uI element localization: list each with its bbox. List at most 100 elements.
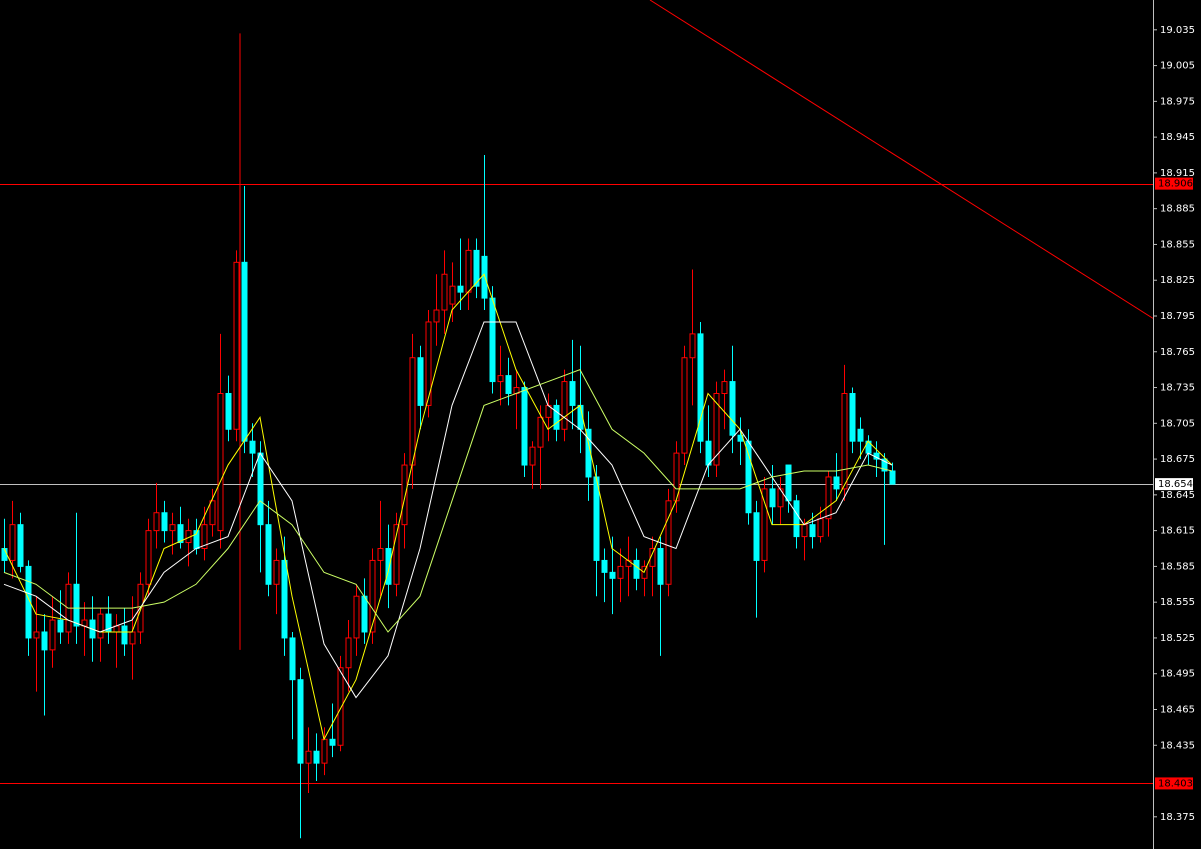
candle-body [801, 524, 808, 538]
candle-body [745, 440, 752, 514]
candle-body [9, 524, 16, 561]
y-tick-label: 18.435 [1160, 740, 1195, 751]
candle-body [337, 667, 344, 746]
candle-body [433, 309, 440, 323]
candle-body [161, 512, 168, 532]
candle-body [425, 321, 432, 406]
candle-body [409, 357, 416, 466]
candle-body [297, 679, 304, 764]
candle-body [241, 261, 248, 442]
candle-body [377, 548, 384, 561]
candle-body [313, 750, 320, 764]
candle-body [473, 249, 480, 287]
y-tick-label: 18.825 [1160, 275, 1195, 286]
y-tick-label: 18.705 [1160, 418, 1195, 429]
trend-line [649, 0, 1154, 319]
candle-body [273, 559, 280, 585]
candle-body [753, 512, 760, 561]
level-label-box [1155, 777, 1193, 790]
candle-body [665, 500, 672, 585]
candle-body [321, 738, 328, 764]
y-tick-label: 18.855 [1160, 239, 1195, 250]
candle-body [249, 440, 256, 454]
candle-body [713, 392, 720, 466]
candle-body [441, 273, 448, 311]
candle-body [33, 631, 40, 639]
candle-body [817, 518, 824, 538]
y-tick-label: 18.975 [1160, 96, 1195, 107]
candle-body [825, 476, 832, 520]
candle-body [617, 565, 624, 579]
candle-body [201, 524, 208, 550]
candle-body [265, 524, 272, 585]
y-tick-label: 18.675 [1160, 454, 1195, 465]
y-tick-label: 18.945 [1160, 132, 1195, 143]
y-tick-label: 19.035 [1160, 25, 1195, 36]
candle-body [697, 333, 704, 442]
candle-body [73, 583, 80, 627]
candle-body [729, 381, 736, 436]
candle-body [449, 285, 456, 305]
candle-body [497, 375, 504, 383]
candle-body [537, 416, 544, 448]
candle-body [769, 488, 776, 508]
candle-body [305, 750, 312, 764]
candle-body [281, 559, 288, 639]
candle-body [417, 357, 424, 406]
candle-body [225, 392, 232, 430]
y-tick-label: 18.465 [1160, 704, 1195, 715]
candle-body [601, 559, 608, 573]
candle-body [809, 524, 816, 538]
level-label: 18.906 [1158, 179, 1193, 190]
candle-body [569, 381, 576, 406]
y-tick-label: 18.555 [1160, 597, 1195, 608]
candle-body [97, 613, 104, 639]
y-tick-label: 18.795 [1160, 311, 1195, 322]
candle-body [401, 464, 408, 526]
y-tick-label: 19.005 [1160, 61, 1195, 72]
candle-body [609, 571, 616, 579]
candle-body [345, 637, 352, 669]
candle-body [153, 512, 160, 532]
candle-body [361, 595, 368, 633]
candle-body [289, 637, 296, 681]
candle-body [649, 548, 656, 567]
candle-body [705, 440, 712, 466]
y-tick-label: 18.495 [1160, 669, 1195, 680]
y-tick-label: 18.765 [1160, 347, 1195, 358]
candle-body [881, 458, 888, 472]
candle-body [49, 619, 56, 651]
candle-body [233, 261, 240, 430]
candle-body [393, 524, 400, 585]
candle-body [633, 559, 640, 579]
candle-body [833, 476, 840, 490]
candle-body [689, 333, 696, 359]
candle-body [369, 559, 376, 633]
candle-body [849, 392, 856, 442]
y-tick-label: 18.645 [1160, 490, 1195, 501]
indicator-line [3, 369, 893, 633]
candle-body [521, 387, 528, 466]
candle-body [657, 548, 664, 585]
indicator-line [3, 321, 893, 699]
y-tick-label: 18.915 [1160, 168, 1195, 179]
candle-body [17, 524, 24, 567]
candle-body [681, 357, 688, 454]
candle-body [489, 297, 496, 383]
level-label: 18.403 [1158, 778, 1193, 789]
candle-body [385, 548, 392, 585]
candle-body [57, 619, 64, 633]
level-label-box [1155, 478, 1193, 491]
candle-body [209, 500, 216, 526]
candle-body [177, 524, 184, 544]
candle-body [761, 488, 768, 561]
candle-body [465, 249, 472, 293]
candle-body [217, 392, 224, 532]
candle-body [841, 392, 848, 490]
candle-body [353, 595, 360, 639]
y-tick-label: 18.885 [1160, 204, 1195, 215]
candle-body [257, 452, 264, 526]
candle-body [561, 381, 568, 430]
candle-body [169, 524, 176, 532]
